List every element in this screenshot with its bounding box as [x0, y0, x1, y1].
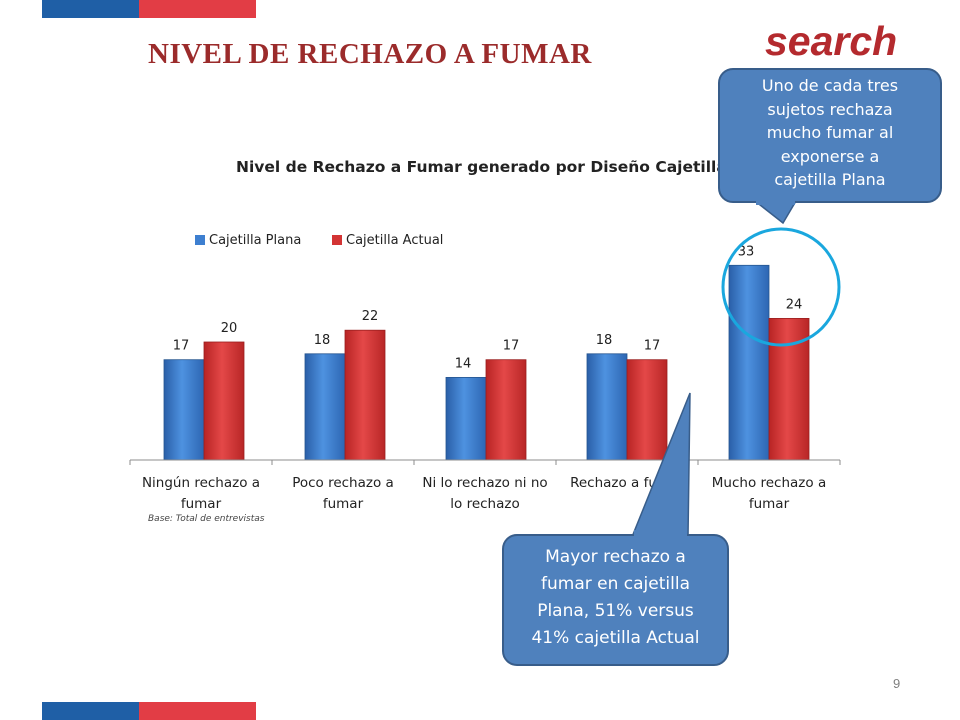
data-label: 14 — [455, 356, 472, 371]
category-label: fumar — [323, 496, 364, 512]
bar-cajetilla-actual — [203, 341, 245, 461]
callout-top-right-line: mucho fumar al — [766, 123, 894, 142]
category-label: Poco rechazo a — [292, 475, 394, 491]
data-label: 17 — [173, 339, 190, 354]
category-label: fumar — [749, 496, 790, 512]
category-label: fumar — [181, 496, 222, 512]
callout-bottom-line: Plana, 51% versus — [537, 601, 694, 621]
callout-top-right-line: Uno de cada tres — [761, 76, 899, 95]
callout-top-right-line: exponerse a — [780, 146, 880, 166]
top-stripe-red — [139, 0, 256, 18]
bar-cajetilla-plana — [586, 353, 628, 461]
legend-item-actual: Cajetilla Actual — [332, 232, 443, 248]
category-label: Ningún rechazo a — [142, 475, 260, 491]
legend-item-plana: Cajetilla Plana — [195, 232, 301, 248]
search-text: search — [765, 18, 898, 64]
callout-top-right-line: cajetilla Plana — [774, 170, 886, 189]
legend-swatch-plana — [195, 235, 205, 245]
callout-bottom-line: fumar en cajetilla — [541, 574, 690, 594]
base-note: Base: Total de entrevistas — [148, 514, 265, 524]
data-label: 18 — [314, 333, 331, 348]
legend-swatch-actual — [332, 235, 342, 245]
legend-label-actual: Cajetilla Actual — [346, 232, 444, 248]
page-number: 9 — [893, 676, 901, 691]
legend-label-plana: Cajetilla Plana — [209, 232, 302, 248]
bar-cajetilla-actual — [344, 329, 386, 461]
bar-cajetilla-actual — [485, 359, 527, 461]
category-label: lo rechazo — [450, 496, 519, 512]
category-label: Rechazo a fumar — [570, 475, 684, 491]
category-label: Mucho rechazo a — [712, 475, 826, 491]
data-label: 18 — [596, 333, 613, 348]
top-stripe-blue — [42, 0, 139, 18]
bar-cajetilla-plana — [728, 264, 770, 461]
slide-title: NIVEL DE RECHAZO A FUMAR — [148, 38, 592, 70]
data-label: 22 — [362, 309, 379, 324]
data-label: 20 — [221, 321, 238, 336]
bar-cajetilla-plana — [304, 353, 346, 461]
bottom-stripe-red — [139, 702, 256, 720]
callout-top-right-line: sujetos rechaza — [767, 99, 893, 119]
data-label: 17 — [644, 339, 661, 354]
callout-bottom-line: Mayor rechazo a — [545, 547, 686, 567]
bar-cajetilla-actual — [626, 359, 668, 461]
chart-title: Nivel de Rechazo a Fumar generado por Di… — [236, 158, 744, 176]
callout-top-right-text: Uno de cada tres sujetos rechaza mucho f… — [723, 74, 937, 192]
bar-cajetilla-plana — [445, 376, 487, 461]
data-label: 17 — [503, 339, 520, 354]
data-label: 24 — [786, 297, 803, 312]
callout-bottom-text: Mayor rechazo a fumar en cajetilla Plana… — [505, 544, 726, 652]
bar-cajetilla-plana — [163, 359, 205, 461]
bottom-stripe-blue — [42, 702, 139, 720]
data-label: 33 — [738, 244, 755, 259]
bar-cajetilla-actual — [768, 317, 810, 461]
callout-bottom-line: 41% cajetilla Actual — [531, 628, 700, 648]
category-label: Ni lo rechazo ni no — [422, 475, 547, 491]
